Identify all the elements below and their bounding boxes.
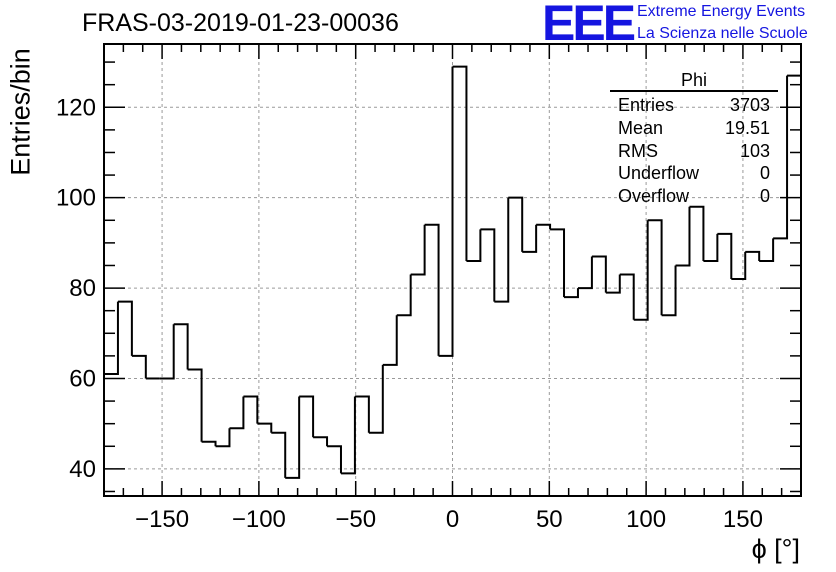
- y-tick-labels: 40 60 80 100 120: [56, 94, 96, 483]
- x-tick-label: 100: [626, 506, 666, 533]
- histogram-bin: [354, 395, 370, 433]
- histogram-bin: [382, 315, 398, 366]
- x-tick-label: 50: [536, 506, 563, 533]
- histogram-bin: [689, 205, 705, 261]
- chart-title: FRAS-03-2019-01-23-00036: [82, 9, 399, 37]
- histogram-bin: [787, 74, 802, 496]
- y-tick-label: 80: [69, 275, 96, 302]
- histogram-bin: [773, 75, 789, 240]
- eee-logo: EEE: [542, 0, 636, 51]
- histogram-bin: [187, 368, 203, 442]
- histogram-bin: [619, 273, 635, 320]
- x-tick-label: 150: [723, 506, 763, 533]
- histogram-bin: [577, 256, 593, 290]
- y-tick-label: 100: [56, 185, 96, 212]
- x-tick-labels: −150 −100 −50 0 50 100 150: [135, 506, 763, 533]
- histogram-bin: [131, 354, 147, 379]
- histogram-bin: [229, 396, 245, 430]
- histogram-bin: [605, 274, 621, 294]
- histogram-bin: [494, 197, 510, 303]
- histogram-bin: [299, 395, 315, 438]
- histogram-bin: [215, 428, 231, 448]
- stats-value: 19.51: [724, 117, 770, 138]
- histogram-bin: [703, 233, 719, 262]
- stats-label: Mean: [618, 117, 664, 138]
- stats-row-overflow: Overflow 0: [610, 185, 778, 208]
- histogram-bin: [327, 445, 342, 474]
- y-tick-label: 60: [69, 365, 96, 392]
- histogram-bin: [340, 396, 356, 475]
- histogram-bin: [466, 229, 482, 262]
- stats-row-entries: Entries 3703: [610, 94, 778, 117]
- histogram-bin: [759, 238, 775, 262]
- histogram-bin: [647, 219, 663, 316]
- stats-title: Phi: [680, 70, 707, 90]
- histogram-bin: [410, 224, 426, 276]
- histogram-bin: [731, 251, 747, 281]
- logo-line-1: Extreme Energy Events: [637, 3, 806, 20]
- stats-box: Phi Entries 3703 Mean 19.51 RMS 103 Unde…: [610, 70, 778, 208]
- histogram-bin: [368, 364, 384, 434]
- histogram-bin: [396, 274, 412, 317]
- stats-value: 3703: [729, 95, 770, 115]
- histogram-bin: [591, 255, 607, 293]
- histogram-bin: [633, 220, 649, 321]
- stats-divider: [610, 90, 778, 92]
- stats-label: Overflow: [618, 186, 690, 207]
- y-axis-label: Entries/bin: [5, 48, 36, 176]
- histogram-bin: [438, 66, 454, 357]
- histogram-bin: [508, 196, 524, 252]
- stats-label: Underflow: [618, 163, 700, 184]
- histogram-bin: [243, 395, 259, 424]
- histogram-bin: [675, 206, 691, 267]
- stats-row-underflow: Underflow 0: [610, 162, 778, 185]
- histogram-bin: [271, 431, 287, 478]
- histogram-bin: [745, 250, 761, 261]
- stats-value: 0: [759, 186, 770, 207]
- logo-line-2: La Scienza nelle Scuole: [637, 25, 808, 42]
- histogram-bin: [661, 265, 677, 317]
- histogram-bin: [173, 323, 189, 370]
- histogram-bin: [550, 228, 566, 298]
- histogram-bin: [564, 288, 579, 299]
- histogram-bin: [285, 396, 301, 479]
- histogram-bin: [117, 300, 133, 356]
- histogram-bin: [480, 228, 496, 302]
- histogram-bin: [536, 223, 552, 230]
- histogram-bin: [159, 324, 175, 380]
- y-tick-label: 40: [69, 456, 96, 483]
- histogram-bin: [424, 223, 440, 356]
- histogram-bin: [452, 65, 468, 261]
- x-tick-label: −150: [135, 506, 189, 533]
- histogram-bin: [522, 224, 538, 253]
- stats-label: RMS: [618, 140, 658, 161]
- stats-value: 0: [759, 163, 770, 184]
- y-tick-label: 120: [56, 94, 96, 121]
- stats-label: Entries: [618, 95, 675, 115]
- axis-ticks: [104, 44, 801, 496]
- stats-value: 103: [739, 140, 770, 161]
- x-axis-label: ϕ [°]: [751, 534, 800, 564]
- x-tick-label: −50: [335, 506, 376, 533]
- stats-row-rms: RMS 103: [610, 140, 778, 163]
- histogram-bin: [717, 232, 733, 280]
- histogram-bin: [313, 436, 329, 447]
- plot-frame: [103, 43, 802, 497]
- x-tick-label: 0: [446, 506, 459, 533]
- histogram-bin: [257, 422, 273, 433]
- histogram-bin: [201, 440, 217, 447]
- x-tick-label: −100: [232, 506, 286, 533]
- histogram-bin: [104, 301, 119, 375]
- stats-row-mean: Mean 19.51: [610, 117, 778, 140]
